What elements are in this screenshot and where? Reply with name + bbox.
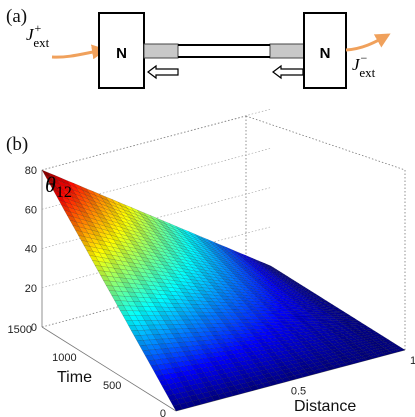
surface-cell: [356, 323, 367, 327]
surface-cell: [312, 294, 322, 298]
frame-front-bottom: [41, 326, 177, 412]
right-flow-arrow: [272, 64, 304, 80]
right-block-label: N: [320, 45, 331, 62]
surface-cell: [314, 296, 325, 300]
surface-cell: [267, 265, 277, 270]
left-current-label: J+ ext: [26, 21, 50, 50]
time-tick-label: 500: [103, 380, 121, 392]
right-current-arrow: [345, 33, 391, 52]
time-tick-label: 1500: [8, 324, 32, 336]
z-tick-label: 80: [25, 165, 37, 177]
surface-cell: [300, 287, 311, 291]
distance-tick-label: 1: [410, 355, 415, 367]
surface-cell: [345, 316, 356, 319]
frame-back-top-right: [245, 115, 406, 171]
right-block: [303, 12, 347, 89]
surface-cell: [384, 341, 395, 345]
z-tick-label: 0: [31, 322, 37, 334]
surface-cell: [347, 318, 359, 321]
left-current-arrow: [51, 44, 107, 60]
time-tick-label: 1000: [52, 352, 76, 364]
right-current-label: J− ext: [352, 51, 376, 80]
time-axis-label: Time: [57, 369, 92, 386]
panel-a-label: (a): [6, 6, 27, 27]
surface-cell: [336, 310, 348, 314]
distance-axis-label: Distance: [294, 398, 356, 415]
surface-cell: [289, 279, 299, 284]
theta-axis-label: θ12: [45, 172, 72, 201]
z-tick-label: 20: [25, 283, 37, 295]
surface-cell: [381, 339, 392, 343]
panel-b-label: (b): [6, 134, 28, 155]
time-tick-label: 0: [160, 408, 166, 417]
surface-cell: [303, 288, 313, 293]
panel-b: (b) 0 20 40 60 80 0 500 1000 1500 0 0.5 1 θ12 Tim…: [6, 108, 415, 417]
panel-a: (a) J+ ext N N J− ext: [6, 6, 391, 89]
z-tick-labels: 0 20 40 60 80: [25, 165, 37, 334]
z-gridline: [41, 108, 272, 171]
surface-cell: [333, 309, 344, 312]
left-block: [98, 12, 145, 89]
left-contact: [143, 43, 179, 59]
left-flow-arrow: [147, 64, 179, 80]
z-gridline: [41, 226, 272, 289]
z-tick-label: 40: [25, 244, 37, 256]
time-tick-labels: 0 500 1000 1500: [8, 324, 166, 417]
distance-tick-label: 0.5: [291, 386, 306, 398]
surface-cell: [359, 325, 370, 328]
surface-cell: [272, 268, 283, 274]
right-contact: [269, 43, 305, 59]
z-tick-label: 60: [25, 204, 37, 216]
surface-cell: [264, 263, 274, 268]
surface-cell: [395, 348, 406, 352]
surface-cell: [392, 346, 403, 351]
left-block-label: N: [116, 45, 127, 62]
surface-cell: [278, 272, 288, 277]
surface-cell: [389, 344, 400, 349]
theta-surface: [41, 169, 406, 412]
surface-cell: [370, 332, 381, 336]
